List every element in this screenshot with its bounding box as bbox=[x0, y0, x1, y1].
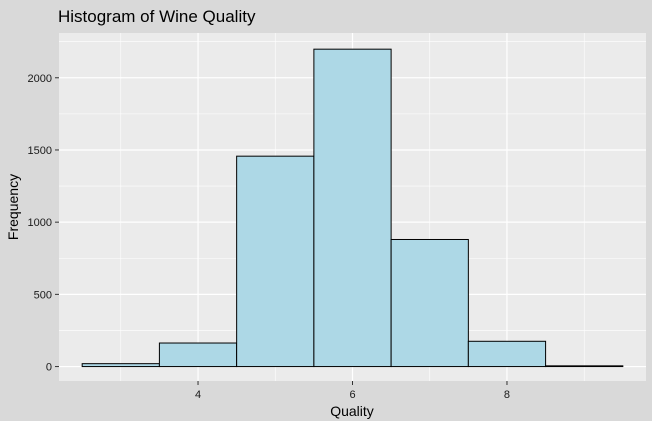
y-tick-label: 1000 bbox=[28, 217, 52, 229]
x-tick-label: 4 bbox=[195, 389, 201, 401]
y-axis-label: Frequency bbox=[5, 174, 21, 240]
histogram-bar-3 bbox=[236, 155, 315, 368]
y-tick-label: 1500 bbox=[28, 145, 52, 157]
y-tick-label: 500 bbox=[34, 289, 52, 301]
chart-title: Histogram of Wine Quality bbox=[58, 7, 256, 26]
histogram-bar-7 bbox=[545, 365, 624, 368]
x-tick-label: 6 bbox=[349, 389, 355, 401]
x-tick-label: 8 bbox=[504, 389, 510, 401]
x-axis-label: Quality bbox=[330, 403, 374, 419]
y-tick-label: 0 bbox=[46, 362, 52, 374]
histogram-bar-2 bbox=[158, 342, 238, 368]
histogram-bars bbox=[81, 48, 624, 368]
y-axis-ticks: 0 500 1000 1500 2000 bbox=[28, 73, 59, 374]
histogram-bar-1 bbox=[81, 363, 160, 368]
histogram-bar-4 bbox=[313, 48, 392, 368]
x-axis-ticks: 4 6 8 bbox=[195, 381, 510, 401]
histogram-bar-6 bbox=[467, 340, 547, 368]
y-tick-label: 2000 bbox=[28, 73, 52, 85]
histogram-bar-5 bbox=[390, 238, 469, 368]
